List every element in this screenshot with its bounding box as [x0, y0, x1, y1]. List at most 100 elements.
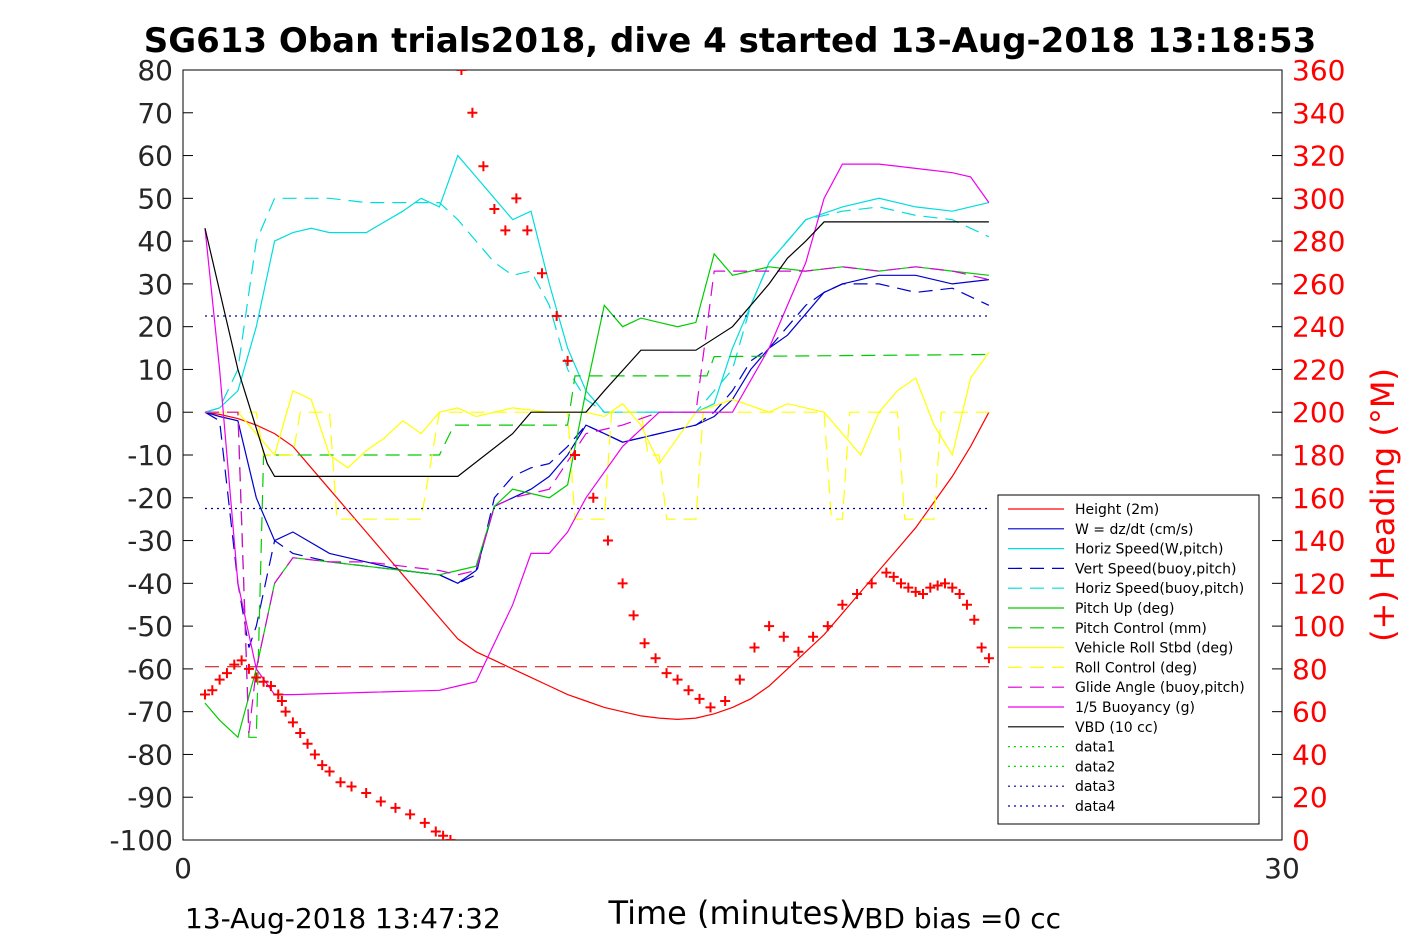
heading-point	[562, 355, 573, 366]
heading-point	[650, 653, 661, 664]
y-tick-label: -30	[127, 525, 173, 558]
legend-entry: Vehicle Roll Stbd (deg)	[1075, 641, 1233, 657]
legend-entry: Vert Speed(buoy,pitch)	[1075, 561, 1237, 577]
y-right-tick-label: 200	[1292, 396, 1345, 429]
legend-box	[997, 494, 1260, 825]
heading-point	[265, 681, 276, 691]
heading-point	[214, 674, 225, 685]
heading-point	[932, 580, 943, 591]
heading-point	[280, 706, 291, 717]
series-line-vbd-10-cc	[204, 221, 989, 477]
legend-entry: Horiz Speed(buoy,pitch)	[1075, 581, 1244, 597]
heading-point	[199, 689, 210, 700]
heading-point	[243, 663, 254, 674]
y-tick-label: -50	[127, 610, 173, 643]
heading-point	[961, 599, 972, 610]
y-tick-label: -10	[127, 439, 173, 472]
y-right-tick-label: 120	[1292, 567, 1345, 600]
heading-point	[361, 787, 372, 798]
heading-point	[917, 589, 928, 600]
heading-point	[456, 70, 467, 75]
legend-entry: W = dz/dt (cm/s)	[1075, 522, 1194, 538]
series-line-vert-speed-buoy-pitch	[204, 283, 990, 648]
legend-entry: 1/5 Buoyancy (g)	[1075, 700, 1195, 716]
y-right-tick-label: 280	[1292, 225, 1345, 258]
series-line-horiz-speed-w-pitch	[204, 154, 990, 413]
y-right-tick-label: 320	[1292, 140, 1345, 173]
heading-point	[896, 578, 907, 589]
y-right-tick-label: 260	[1292, 268, 1345, 301]
heading-point	[683, 685, 694, 696]
y-tick-label: -20	[127, 482, 173, 515]
y-right-tick-label: 340	[1292, 97, 1345, 130]
heading-point	[430, 826, 441, 837]
legend-entry: data2	[1075, 759, 1115, 775]
y-tick-label: 10	[137, 353, 173, 386]
series-line-height-2m	[204, 411, 990, 721]
heading-point	[287, 717, 298, 728]
heading-point	[694, 693, 705, 704]
y-right-tick-label: 80	[1292, 653, 1328, 686]
x-axis: 0 30	[174, 830, 1300, 885]
legend-entry: data4	[1075, 799, 1116, 815]
heading-point	[500, 225, 511, 236]
heading-point	[258, 676, 269, 687]
y-tick-label: -60	[127, 653, 173, 686]
x-tick-label: 30	[1264, 852, 1300, 885]
legend-entry: data1	[1075, 740, 1115, 756]
y-tick-label: 60	[137, 140, 173, 173]
y-right-tick-label: 160	[1292, 482, 1345, 515]
heading-point	[983, 653, 994, 664]
heading-point	[808, 631, 819, 642]
heading-point	[881, 567, 892, 578]
heading-point	[628, 610, 639, 621]
heading-point	[489, 204, 500, 215]
y-right-tick-label: 360	[1292, 54, 1345, 87]
y-tick-label: -80	[127, 738, 173, 771]
heading-point	[295, 728, 306, 739]
heading-point	[602, 535, 613, 546]
heading-point	[672, 674, 683, 685]
chart-title: SG613 Oban trials2018, dive 4 started 13…	[144, 21, 1317, 61]
y-tick-label: 80	[137, 54, 173, 87]
x-axis-label: Time (minutes)	[608, 894, 852, 932]
legend-entry: Pitch Control (mm)	[1075, 621, 1207, 637]
heading-point	[511, 193, 522, 204]
heading-point	[276, 695, 287, 706]
heading-point	[438, 830, 449, 840]
y-right-tick-label: 240	[1292, 311, 1345, 344]
heading-point	[569, 450, 580, 460]
y-right-tick-label: 60	[1292, 696, 1328, 729]
y-tick-label: 30	[137, 268, 173, 301]
series-line-roll-control-deg	[205, 411, 989, 520]
heading-point	[793, 646, 804, 657]
series-line-vehicle-roll-stbd-deg	[205, 351, 990, 469]
heading-point	[866, 578, 877, 589]
y-axis-right: 3603403203002802602402202001801601401201…	[1272, 54, 1345, 857]
series-line-horiz-speed-buoy-pitch	[204, 197, 990, 413]
heading-point	[661, 668, 672, 679]
heading-point	[903, 582, 914, 593]
heading-point	[324, 766, 335, 777]
legend-entry: Height (2m)	[1075, 502, 1159, 518]
heading-point	[822, 621, 833, 632]
legend-entry: VBD (10 cc)	[1075, 720, 1158, 736]
heading-point	[954, 589, 965, 600]
heading-point	[617, 578, 628, 589]
legend-entry: Horiz Speed(W,pitch)	[1075, 542, 1223, 558]
footer-datetime: 13-Aug-2018 13:47:32	[185, 902, 501, 935]
heading-point	[419, 817, 430, 828]
legend-entry: Roll Control (deg)	[1075, 660, 1197, 676]
heading-point	[537, 268, 548, 279]
y-tick-label: -100	[109, 824, 173, 857]
heading-point	[375, 796, 386, 807]
y-right-tick-label: 140	[1292, 525, 1345, 558]
series-lines	[204, 154, 990, 739]
heading-point	[236, 655, 247, 666]
heading-point	[764, 621, 775, 632]
y-right-tick-label: 300	[1292, 182, 1345, 215]
heading-point	[335, 777, 346, 788]
heading-point	[705, 702, 716, 713]
heading-point	[778, 631, 789, 642]
